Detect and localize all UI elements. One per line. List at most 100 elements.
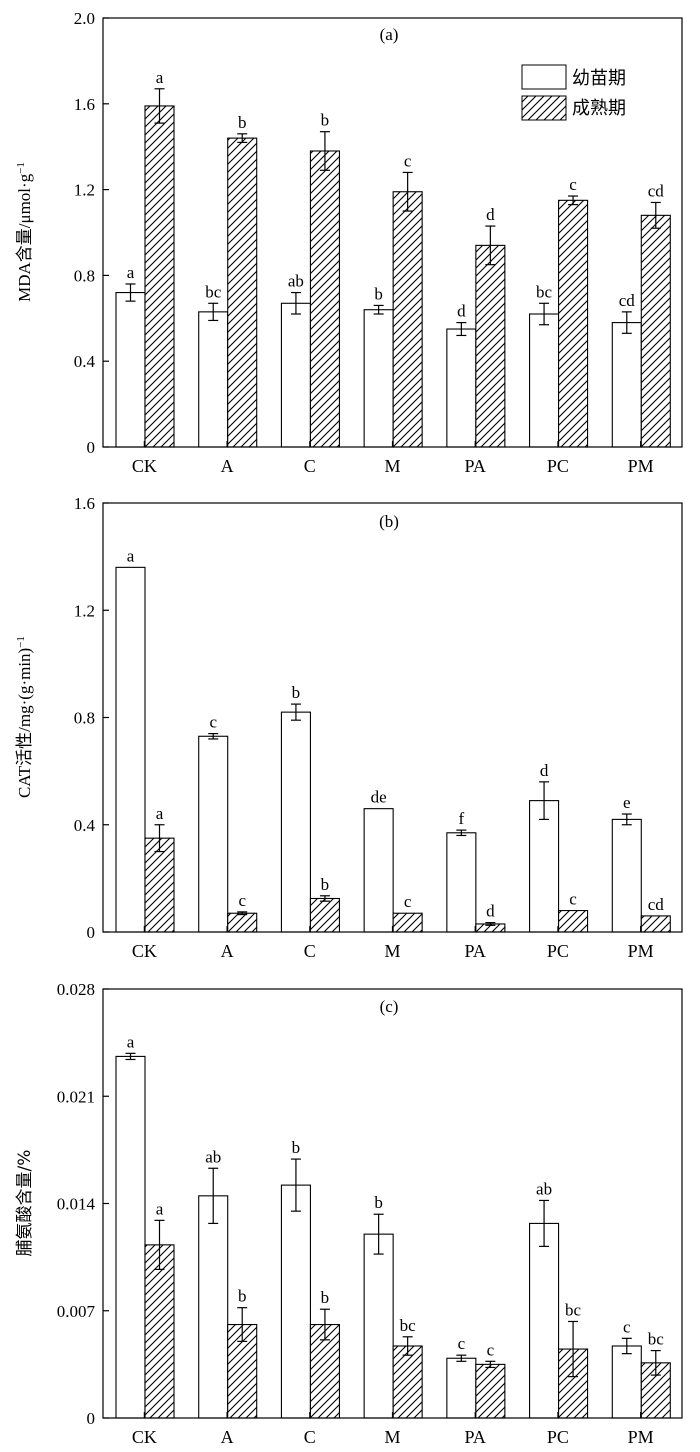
y-tick-label: 0.4 <box>74 352 96 371</box>
x-tick-label: M <box>384 941 400 961</box>
panel-a-y-axis-label: MDA含量/μmol·g−1 <box>15 162 34 302</box>
panel-a-x-tick-labels: CK A C M PA PC PM <box>132 441 654 476</box>
x-tick-label: C <box>304 1427 316 1447</box>
bar-seedling <box>198 735 229 933</box>
panel-b-tag: (b) <box>379 512 399 531</box>
y-tick-label: 0.8 <box>74 266 95 285</box>
panel-c-y-ticks: 0 0.007 0.014 0.021 0.028 <box>57 980 109 1428</box>
panel-c-tag: (c) <box>380 997 399 1016</box>
bar-seedling <box>115 566 146 933</box>
bar-seedling <box>611 322 642 448</box>
panel-a-tag: (a) <box>380 25 399 44</box>
panel-b-y-axis-label: CAT活性/mg·(g·min)−1 <box>15 636 34 798</box>
x-tick-label: PA <box>465 456 486 476</box>
significance-letter: c <box>569 175 577 194</box>
significance-letter: cd <box>648 895 665 914</box>
bar-mature <box>475 1363 506 1419</box>
significance-letter: e <box>623 793 631 812</box>
bar-mature <box>475 244 506 448</box>
y-tick-label: 0.4 <box>74 816 96 835</box>
significance-letter: cd <box>648 181 665 200</box>
panel-a: MDA含量/μmol·g−1 00.40.81.21.62.0 aabcbabb… <box>15 9 683 476</box>
legend-mature-swatch <box>521 95 567 121</box>
bar-mature <box>640 915 671 933</box>
significance-letter: ab <box>536 1179 552 1198</box>
x-tick-label: C <box>304 456 316 476</box>
bar-seedling <box>529 313 560 448</box>
x-tick-label: PM <box>628 456 654 476</box>
significance-letter: a <box>156 804 164 823</box>
x-tick-label: PA <box>465 941 486 961</box>
significance-letter: d <box>486 902 495 921</box>
bar-seedling <box>446 328 477 448</box>
significance-letter: a <box>156 68 164 87</box>
bar-seedling <box>611 1345 642 1419</box>
bar-mature <box>392 1345 423 1419</box>
significance-letter: c <box>458 1334 466 1353</box>
bar-mature <box>144 837 175 933</box>
bar-seedling <box>446 832 477 933</box>
significance-letter: d <box>457 302 466 321</box>
x-tick-label: PM <box>628 941 654 961</box>
x-tick-label: PM <box>628 1427 654 1447</box>
bar-mature <box>392 912 423 933</box>
significance-letter: bc <box>536 282 553 301</box>
panel-c-x-tick-labels: CK A C M PA PC PM <box>132 1412 654 1447</box>
significance-letter: b <box>238 1287 247 1306</box>
panel-c-frame <box>102 988 683 1419</box>
y-tick-label: 0.007 <box>57 1302 96 1321</box>
bar-mature <box>558 199 589 448</box>
y-tick-label: 1.6 <box>74 95 95 114</box>
significance-letter: c <box>404 151 412 170</box>
significance-letter: a <box>156 1199 164 1218</box>
y-tick-label: 0 <box>87 1409 96 1428</box>
significance-letter: b <box>292 683 301 702</box>
panel-b-y-ticks: 0 0.4 0.8 1.2 1.6 <box>74 494 109 942</box>
bar-mature <box>144 105 175 448</box>
panel-b-bars: a a c c b b de c f d d c e cd <box>115 546 671 933</box>
y-tick-label: 0.8 <box>74 709 95 728</box>
legend-seedling-swatch <box>521 64 567 90</box>
x-tick-label: CK <box>132 456 157 476</box>
panel-b: CAT活性/mg·(g·min)−1 0 0.4 0.8 1.2 1.6 a a c c b b d… <box>15 494 683 961</box>
bar-mature <box>558 909 589 933</box>
significance-letter: c <box>404 892 412 911</box>
significance-letter: bc <box>648 1330 665 1349</box>
legend-mature-label: 成熟期 <box>572 98 626 119</box>
bar-mature <box>309 897 340 933</box>
significance-letter: bc <box>565 1300 582 1319</box>
panel-a-y-ticks: 0 0.4 0.8 1.2 1.6 2.0 <box>74 9 109 457</box>
bar-seedling <box>280 1184 311 1419</box>
bar-seedling <box>611 818 642 933</box>
y-tick-label: 0.028 <box>57 980 95 999</box>
significance-letter: c <box>487 1340 495 1359</box>
x-tick-label: PA <box>465 1427 486 1447</box>
significance-letter: c <box>623 1317 631 1336</box>
significance-letter: b <box>374 1193 383 1212</box>
x-tick-label: CK <box>132 941 157 961</box>
significance-letter: c <box>238 891 246 910</box>
y-tick-label: 1.2 <box>74 181 95 200</box>
significance-letter: d <box>540 761 549 780</box>
significance-letter: a <box>127 263 135 282</box>
y-tick-label: 1.6 <box>74 494 95 513</box>
significance-letter: b <box>321 1288 330 1307</box>
bar-seedling <box>363 1233 394 1419</box>
significance-letter: b <box>321 875 330 894</box>
bar-seedling <box>115 292 146 448</box>
bar-seedling <box>446 1357 477 1419</box>
x-tick-label: M <box>384 456 400 476</box>
significance-letter: f <box>459 809 465 828</box>
y-tick-label: 1.2 <box>74 601 95 620</box>
bar-seedling <box>280 711 311 933</box>
x-tick-label: A <box>221 1427 234 1447</box>
significance-letter: c <box>209 713 217 732</box>
bar-mature <box>309 150 340 448</box>
bar-mature <box>392 191 423 448</box>
bar-seedling <box>280 302 311 448</box>
significance-letter: b <box>292 1138 301 1157</box>
significance-letter: b <box>238 113 247 132</box>
significance-letter: de <box>371 788 387 807</box>
bar-seedling <box>529 800 560 933</box>
